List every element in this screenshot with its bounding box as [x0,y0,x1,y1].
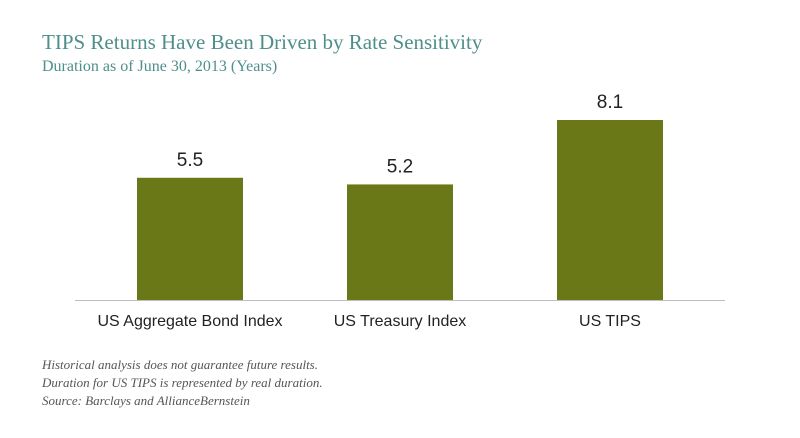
bar-3 [557,120,663,300]
chart-title: TIPS Returns Have Been Driven by Rate Se… [42,30,483,54]
category-label-2: US Treasury Index [334,313,467,330]
bar-2 [347,184,453,300]
category-label-3: US TIPS [579,313,641,330]
category-label-1: US Aggregate Bond Index [97,313,282,330]
footnote-duration: Duration for US TIPS is represented by r… [42,375,323,390]
chart-subtitle: Duration as of June 30, 2013 (Years) [42,58,278,75]
value-label-1: 5.5 [177,150,203,171]
value-label-3: 8.1 [597,92,623,113]
footnotes: Historical analysis does not guarantee f… [42,356,323,410]
value-label-2: 5.2 [387,156,413,177]
footnote-source: Source: Barclays and AllianceBernstein [42,393,250,408]
footnote-disclaimer: Historical analysis does not guarantee f… [42,357,318,372]
bar-1 [137,177,243,300]
